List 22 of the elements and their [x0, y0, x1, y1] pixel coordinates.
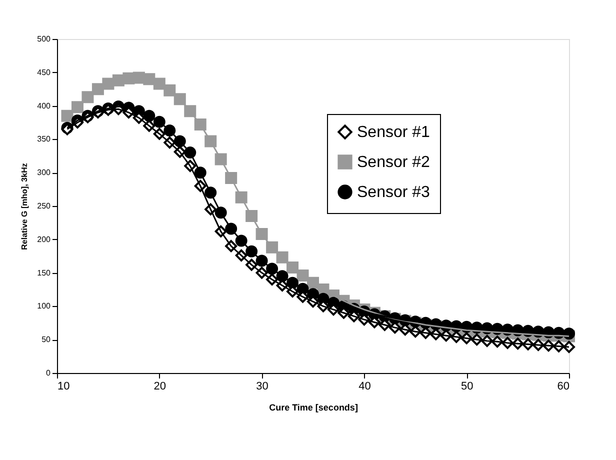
x-tick-label: 30	[256, 380, 268, 392]
legend-label: Sensor #2	[357, 154, 430, 171]
y-tick-label: 50	[42, 335, 52, 344]
legend-label: Sensor #1	[357, 124, 430, 141]
y-tick-label: 0	[46, 368, 52, 378]
y-tick-label: 100	[37, 302, 52, 311]
x-tick-label: 50	[460, 380, 474, 392]
y-tick-label: 400	[37, 101, 52, 110]
y-tick-label: 350	[37, 134, 52, 144]
x-axis-title: Cure Time [seconds]	[269, 402, 358, 412]
y-tick-label: 500	[37, 34, 52, 44]
x-tick-label: 60	[557, 380, 570, 392]
y-tick-label: 150	[37, 268, 52, 278]
x-tick-label: 10	[58, 380, 70, 392]
y-tick-label: 300	[37, 168, 52, 178]
y-axis-title: Relative G [mho], 3kHz	[20, 163, 30, 250]
legend-label: Sensor #3	[357, 184, 430, 201]
x-tick-label: 40	[358, 380, 371, 392]
x-tick-label: 20	[154, 380, 166, 392]
y-tick-label: 250	[37, 202, 52, 210]
y-tick-label: 450	[37, 68, 52, 77]
y-tick-label: 200	[37, 234, 52, 244]
